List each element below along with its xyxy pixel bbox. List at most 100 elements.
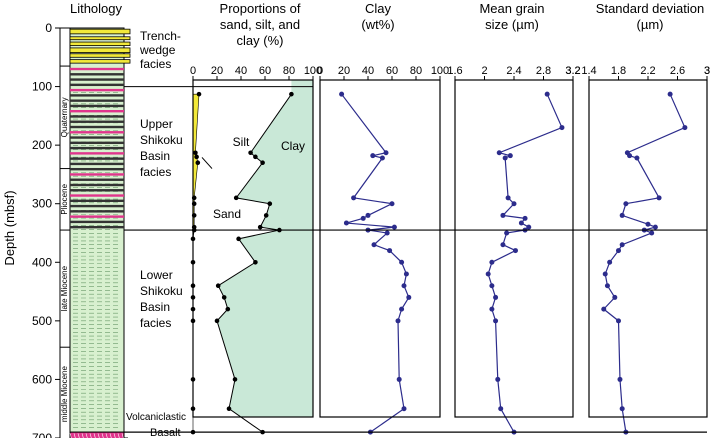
- sand-silt-bed: [70, 141, 124, 145]
- sand-layer: [69, 36, 131, 41]
- sand-layer: [69, 28, 131, 35]
- x-tick-label: 60: [259, 65, 271, 77]
- sand-silt-bed: [70, 83, 124, 87]
- x-tick-label: 3.2: [565, 65, 580, 77]
- sand-silt-bed: [70, 99, 124, 102]
- data-point: [512, 248, 518, 254]
- silt-clay-point: [257, 224, 263, 230]
- trench-wedge-label: facies: [140, 57, 171, 71]
- depth-axis-label: Depth (mbsf): [2, 190, 17, 265]
- panel-frame: [319, 79, 441, 418]
- data-point: [360, 215, 366, 221]
- sand-silt-bed: [70, 115, 124, 118]
- epoch-label: Quaternary: [60, 97, 69, 137]
- data-point: [507, 153, 513, 159]
- silt-clay-point: [226, 406, 232, 412]
- lower-shikoku-label: Lower: [140, 268, 173, 282]
- volcaniclastic-hatch: [69, 433, 72, 438]
- sand-silt-bed: [70, 120, 124, 123]
- data-point: [627, 153, 633, 159]
- data-point: [493, 294, 499, 300]
- volcaniclastic-hatch: [109, 433, 112, 438]
- ash-layer: [70, 173, 124, 176]
- panel-title: (µm): [637, 17, 664, 32]
- panel-title: (wt%): [361, 17, 394, 32]
- sand-silt-bed: [70, 220, 124, 224]
- depth-tick-label: 300: [32, 197, 52, 211]
- depth-tick-label: 500: [32, 314, 52, 328]
- volcaniclastic-hatch: [97, 433, 100, 438]
- depth-tick-label: 200: [32, 138, 52, 152]
- silt-clay-point: [236, 236, 241, 242]
- x-tick-label: 2.2: [640, 65, 655, 77]
- panel-frame: [192, 79, 314, 418]
- data-point: [511, 201, 517, 207]
- data-point: [522, 215, 528, 221]
- data-point: [391, 224, 397, 230]
- upper-shikoku-label: Basin: [140, 149, 170, 163]
- data-point: [401, 406, 407, 412]
- ash-layer: [70, 152, 124, 155]
- x-tick-label: 100: [431, 65, 449, 77]
- sand-silt-bed: [70, 78, 124, 81]
- x-tick-label: 20: [211, 65, 223, 77]
- sand-silt-bed: [70, 199, 124, 203]
- sand-silt-bed: [70, 73, 124, 76]
- x-tick-label: 3.2: [565, 65, 580, 77]
- data-point: [370, 153, 376, 159]
- data-point: [365, 212, 371, 218]
- data-point: [634, 155, 640, 161]
- panel-2: Clay(wt%) 0 20 40 60 80 100: [317, 1, 449, 435]
- silt-clay-point: [232, 377, 238, 382]
- data-point: [612, 294, 618, 300]
- sand-layer: [69, 53, 131, 58]
- sand-layer: [69, 41, 131, 46]
- sand-silt-bed: [70, 189, 124, 192]
- volcaniclastic-hatch: [113, 433, 116, 438]
- data-point: [489, 259, 495, 265]
- data-point: [502, 155, 508, 161]
- data-point: [496, 150, 502, 156]
- data-point: [544, 91, 550, 97]
- depth-tick-label: 700: [32, 431, 52, 438]
- data-point: [384, 230, 390, 236]
- data-point: [406, 294, 412, 300]
- data-point: [617, 376, 623, 382]
- sand-point: [196, 91, 202, 97]
- data-point: [339, 91, 345, 97]
- sand-silt-bed: [70, 225, 124, 229]
- silt-clay-point: [215, 283, 221, 289]
- panel-title: Proportions of: [220, 1, 301, 16]
- data-point: [652, 224, 658, 230]
- data-point: [495, 376, 501, 382]
- data-point: [619, 242, 625, 248]
- panel-title: Standard deviation: [596, 1, 704, 16]
- data-point: [403, 271, 409, 277]
- sand-silt-bed: [70, 125, 124, 129]
- data-point: [602, 271, 608, 277]
- x-tick-label: 1.4: [581, 65, 596, 77]
- panel-frame: [588, 79, 708, 418]
- trench-wedge-label: wedge: [139, 43, 176, 57]
- data-point: [489, 283, 495, 289]
- epoch-label: late Miocene: [60, 265, 69, 311]
- data-point: [619, 406, 625, 412]
- depth-tick-label: 400: [32, 255, 52, 269]
- depth-tick-label: 600: [32, 372, 52, 386]
- panel-title: size (µm): [485, 17, 539, 32]
- data-point: [399, 259, 405, 265]
- sand-silt-bed: [70, 183, 124, 187]
- lower-shikoku-label: Basin: [140, 300, 170, 314]
- silt-clay-point: [253, 154, 258, 160]
- data-point: [616, 248, 621, 254]
- x-tick-label: 60: [386, 65, 398, 77]
- sand-silt-bed: [70, 162, 124, 166]
- x-tick-label: 40: [362, 65, 374, 77]
- data-point: [396, 376, 402, 382]
- silt-area: [193, 80, 292, 433]
- data-point: [505, 195, 511, 201]
- panel-frame: [454, 79, 574, 418]
- data-point: [656, 195, 662, 201]
- data-point: [401, 283, 407, 289]
